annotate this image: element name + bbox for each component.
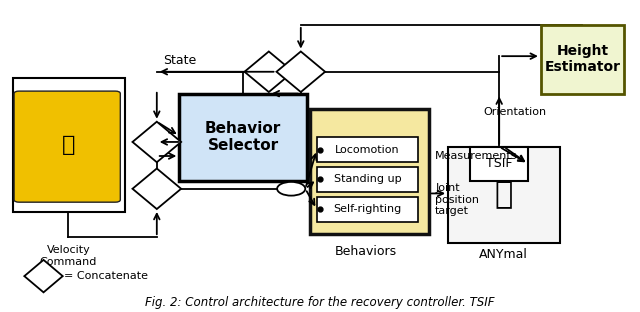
Bar bbox=[448, 147, 560, 243]
Text: ANYmal: ANYmal bbox=[479, 248, 528, 261]
Text: Measurements: Measurements bbox=[435, 151, 518, 161]
Bar bbox=[317, 167, 418, 192]
Text: Height
Estimator: Height Estimator bbox=[545, 44, 620, 74]
Text: Velocity
Command: Velocity Command bbox=[40, 245, 97, 266]
Bar bbox=[541, 25, 624, 94]
Polygon shape bbox=[276, 51, 325, 92]
Text: Orientation: Orientation bbox=[483, 107, 547, 117]
Text: Self-righting: Self-righting bbox=[333, 204, 401, 214]
Bar bbox=[310, 109, 429, 234]
Text: Behavior
Selector: Behavior Selector bbox=[205, 121, 282, 154]
Polygon shape bbox=[244, 51, 293, 92]
Text: State: State bbox=[163, 54, 196, 67]
Text: Behaviors: Behaviors bbox=[335, 245, 397, 258]
Bar bbox=[317, 137, 418, 162]
FancyBboxPatch shape bbox=[14, 91, 120, 202]
Bar bbox=[13, 78, 125, 212]
Text: Fig. 2: Control architecture for the recovery controller. TSIF: Fig. 2: Control architecture for the rec… bbox=[145, 296, 495, 309]
Bar bbox=[317, 197, 418, 222]
Bar bbox=[470, 147, 528, 181]
Text: 🦿: 🦿 bbox=[495, 181, 513, 209]
Text: Joint
position
target: Joint position target bbox=[435, 183, 479, 216]
Polygon shape bbox=[132, 168, 181, 209]
Text: = Concatenate: = Concatenate bbox=[64, 271, 148, 281]
Circle shape bbox=[277, 182, 305, 196]
Polygon shape bbox=[24, 260, 63, 292]
Polygon shape bbox=[132, 122, 181, 162]
Text: 🎮: 🎮 bbox=[62, 135, 75, 155]
Text: TSIF: TSIF bbox=[486, 157, 513, 170]
Text: Standing up: Standing up bbox=[333, 174, 401, 184]
Text: Locomotion: Locomotion bbox=[335, 145, 399, 155]
Bar bbox=[179, 94, 307, 181]
